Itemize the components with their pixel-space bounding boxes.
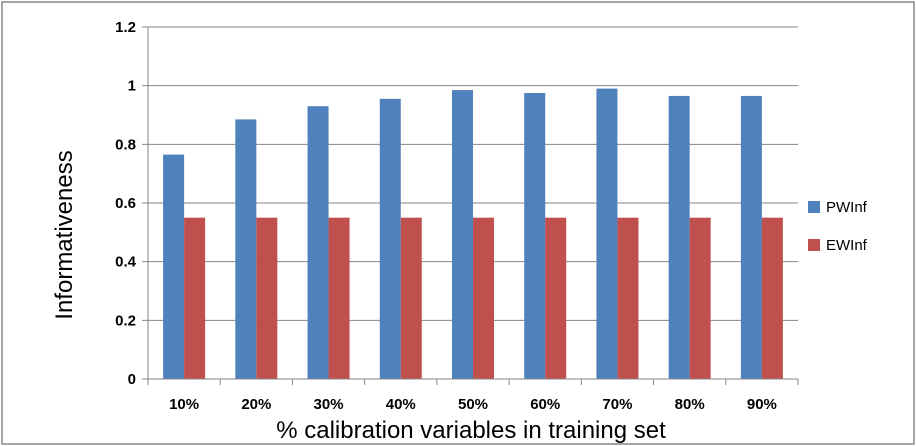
bar-pwinf-6 (596, 88, 618, 379)
x-tick-label: 50% (458, 396, 488, 413)
legend-label-ewinf: EWInf (826, 237, 868, 254)
x-tick-label: 60% (530, 396, 560, 413)
bar-ewinf-3 (400, 217, 422, 379)
x-tick-label: 80% (675, 396, 705, 413)
bar-ewinf-0 (184, 217, 206, 379)
legend-swatch-ewinf (808, 239, 820, 251)
x-tick-label: 10% (169, 396, 199, 413)
y-tick-label: 0.6 (115, 195, 136, 212)
y-tick-label: 0.8 (115, 136, 136, 153)
bar-pwinf-4 (452, 90, 473, 380)
bar-pwinf-8 (740, 95, 762, 379)
legend-label-pwinf: PWInf (826, 199, 868, 216)
bar-ewinf-6 (617, 217, 639, 379)
bar-pwinf-1 (235, 119, 257, 380)
bar-ewinf-1 (256, 217, 278, 379)
y-tick-label: 1.2 (115, 19, 136, 36)
legend: PWInf EWInf (808, 199, 868, 254)
bar-pwinf-5 (524, 93, 546, 379)
bar-pwinf-3 (379, 98, 401, 379)
x-tick-label: 40% (386, 396, 416, 413)
y-axis-title: Informativeness (51, 150, 78, 319)
y-tick-label: 0.4 (115, 254, 137, 271)
x-tick-label: 30% (314, 396, 344, 413)
bar-pwinf-2 (307, 106, 329, 379)
x-tick-label: 90% (747, 396, 777, 413)
x-tick-label: 20% (241, 396, 271, 413)
axes: 0 0.2 0.4 0.6 0.8 1 1.2 10% 20% 30% 40% 50% 60% 70% 80… (115, 19, 799, 413)
bar-ewinf-4 (473, 217, 494, 379)
y-tick-label: 0 (128, 371, 136, 388)
bars (163, 88, 783, 380)
bar-ewinf-2 (328, 217, 350, 379)
bar-ewinf-5 (545, 217, 567, 379)
y-tick-label: 1 (128, 78, 136, 95)
x-axis-title: % calibration variables in training set (276, 417, 666, 444)
y-tick-label: 0.2 (115, 312, 136, 329)
bar-pwinf-0 (163, 154, 185, 379)
bar-pwinf-7 (668, 95, 690, 379)
legend-swatch-pwinf (808, 201, 820, 213)
x-tick-label: 70% (602, 396, 632, 413)
bar-ewinf-8 (761, 217, 783, 379)
bar-ewinf-7 (689, 217, 711, 379)
